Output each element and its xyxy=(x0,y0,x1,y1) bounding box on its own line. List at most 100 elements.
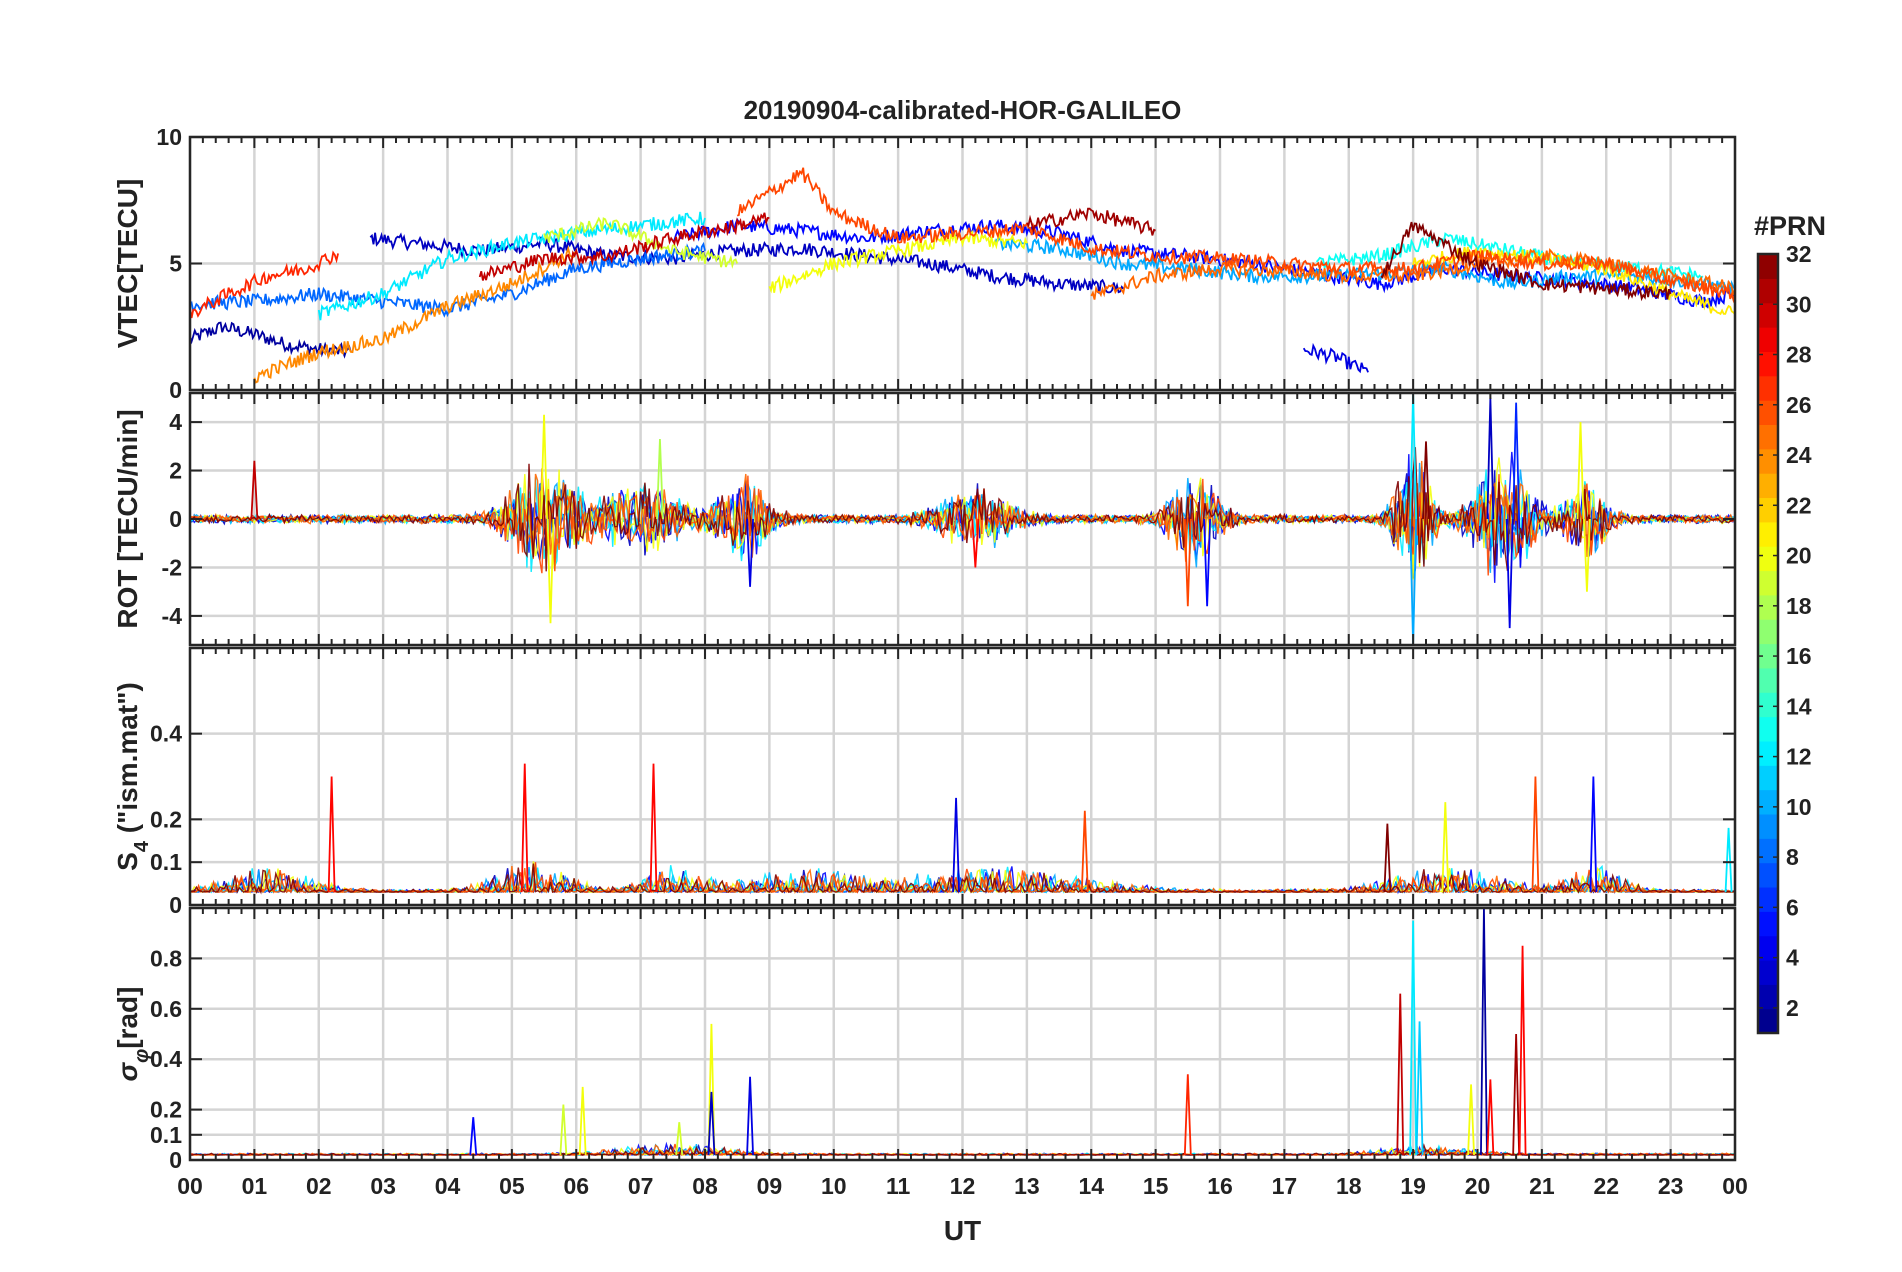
y-axis-label: σφ[rad] xyxy=(112,987,153,1082)
y-tick-label: 4 xyxy=(169,409,182,435)
panel-data xyxy=(190,393,1735,645)
colorbar-level xyxy=(1758,619,1778,645)
spike-prn-32 xyxy=(1422,441,1430,520)
spike-prn-4 xyxy=(952,797,960,893)
spike-prn-28 xyxy=(649,763,658,893)
spike-prn-20 xyxy=(1441,802,1450,893)
colorbar-level xyxy=(1758,327,1778,352)
colorbar-tick-label: 4 xyxy=(1786,945,1799,971)
spike-prn-28 xyxy=(327,776,336,893)
spike-prn-2 xyxy=(1480,908,1488,1155)
spike-prn-12 xyxy=(1409,920,1418,1155)
colorbar-tick-label: 20 xyxy=(1786,543,1812,569)
x-tick-label: 12 xyxy=(950,1173,976,1199)
series-prn-8 xyxy=(190,241,706,318)
colorbar-level xyxy=(1758,984,1778,1010)
colorbar-level xyxy=(1758,448,1778,474)
series-prn-5 xyxy=(672,217,1735,309)
colorbar-level xyxy=(1758,1008,1778,1034)
colorbar-tick-label: 32 xyxy=(1786,241,1812,267)
colorbar-tick-label: 6 xyxy=(1786,894,1799,920)
y-tick-label: -2 xyxy=(162,554,182,580)
x-tick-label: 21 xyxy=(1529,1173,1555,1199)
spike-prn-30 xyxy=(1396,993,1405,1155)
spike-prn-19 xyxy=(559,1104,568,1156)
spike-prn-4 xyxy=(746,1076,754,1155)
x-tick-label: 13 xyxy=(1014,1173,1040,1199)
panel-data xyxy=(190,167,1735,384)
spike-prn-18 xyxy=(656,439,664,520)
x-tick-label: 07 xyxy=(628,1173,654,1199)
colorbar-level xyxy=(1758,375,1778,401)
colorbar-level xyxy=(1758,862,1778,888)
spike-prn-28 xyxy=(520,763,529,893)
colorbar-level xyxy=(1758,886,1778,912)
colorbar-level xyxy=(1758,813,1778,839)
x-tick-label: 01 xyxy=(242,1173,268,1199)
colorbar-level xyxy=(1758,546,1778,572)
colorbar-level xyxy=(1758,838,1778,864)
spike-prn-30 xyxy=(250,460,259,520)
panel-rot: -4 -2 0 2 4 ROT [TECU/min] xyxy=(112,391,1737,647)
colorbar-level xyxy=(1758,667,1778,693)
x-tick-label: 11 xyxy=(886,1173,911,1199)
colorbar-level xyxy=(1758,765,1778,791)
x-axis-label: UT xyxy=(944,1215,981,1246)
spike-prn-28 xyxy=(971,518,980,568)
x-tick-label: 22 xyxy=(1593,1173,1619,1199)
y-tick-label: 2 xyxy=(169,458,182,484)
spike-prn-20 xyxy=(707,1023,716,1155)
x-tick-label: 18 xyxy=(1336,1173,1362,1199)
x-tick-label: 19 xyxy=(1400,1173,1426,1199)
series-prn-32 xyxy=(190,863,1735,895)
series-prn-3 xyxy=(190,466,1735,579)
panel-vtec: 0 5 10 VTEC[TECU] xyxy=(112,124,1737,403)
spike-prn-28 xyxy=(1518,945,1527,1155)
x-tick-label: 14 xyxy=(1078,1173,1104,1199)
colorbar-tick-label: 28 xyxy=(1786,342,1812,368)
spike-prn-26 xyxy=(1531,776,1540,893)
panel-s4: 0 0.1 0.2 0.4S4 ("ism.mat") xyxy=(112,646,1737,918)
colorbar-title: #PRN xyxy=(1754,211,1826,241)
colorbar-tick-label: 2 xyxy=(1786,995,1799,1021)
spike-prn-4 xyxy=(1505,518,1514,629)
y-tick-label: 0 xyxy=(169,1147,182,1173)
colorbar-level xyxy=(1758,473,1778,499)
chart-title: 20190904-calibrated-HOR-GALILEO xyxy=(744,95,1182,125)
colorbar-tick-label: 18 xyxy=(1786,593,1812,619)
series-prn-32 xyxy=(190,447,1735,572)
x-tick-label: 15 xyxy=(1143,1173,1169,1199)
y-tick-label: 0.1 xyxy=(150,1122,182,1148)
colorbar-level xyxy=(1758,497,1778,523)
y-tick-label: 0.6 xyxy=(150,996,182,1022)
x-tick-label: 04 xyxy=(435,1173,461,1199)
colorbar-tick-label: 16 xyxy=(1786,643,1812,669)
spike-prn-31 xyxy=(1512,1033,1521,1155)
spike-prn-20 xyxy=(1583,518,1591,592)
colorbar-level xyxy=(1758,740,1778,766)
spike-prn-20 xyxy=(540,414,548,520)
colorbar-level xyxy=(1758,521,1778,547)
colorbar-level xyxy=(1758,716,1778,742)
y-tick-label: 0 xyxy=(169,506,182,532)
y-tick-label: 0 xyxy=(169,377,182,403)
colorbar-tick-label: 22 xyxy=(1786,492,1812,518)
colorbar-level xyxy=(1758,789,1778,815)
spike-prn-19 xyxy=(675,1122,684,1156)
colorbar-level xyxy=(1758,959,1778,985)
colorbar-level xyxy=(1758,278,1778,304)
x-tick-label: 10 xyxy=(821,1173,847,1199)
y-tick-label: 0.8 xyxy=(150,945,182,971)
series-prn-24 xyxy=(253,245,578,384)
spike-prn-5 xyxy=(1589,776,1598,893)
colorbar-level xyxy=(1758,424,1778,450)
colorbar-tick-label: 12 xyxy=(1786,744,1812,770)
spike-prn-26 xyxy=(1183,518,1192,607)
series-prn-26 xyxy=(190,474,1735,576)
series-prn-2 xyxy=(190,321,352,359)
series-prn-27 xyxy=(190,250,339,319)
colorbar-tick-label: 30 xyxy=(1786,291,1812,317)
